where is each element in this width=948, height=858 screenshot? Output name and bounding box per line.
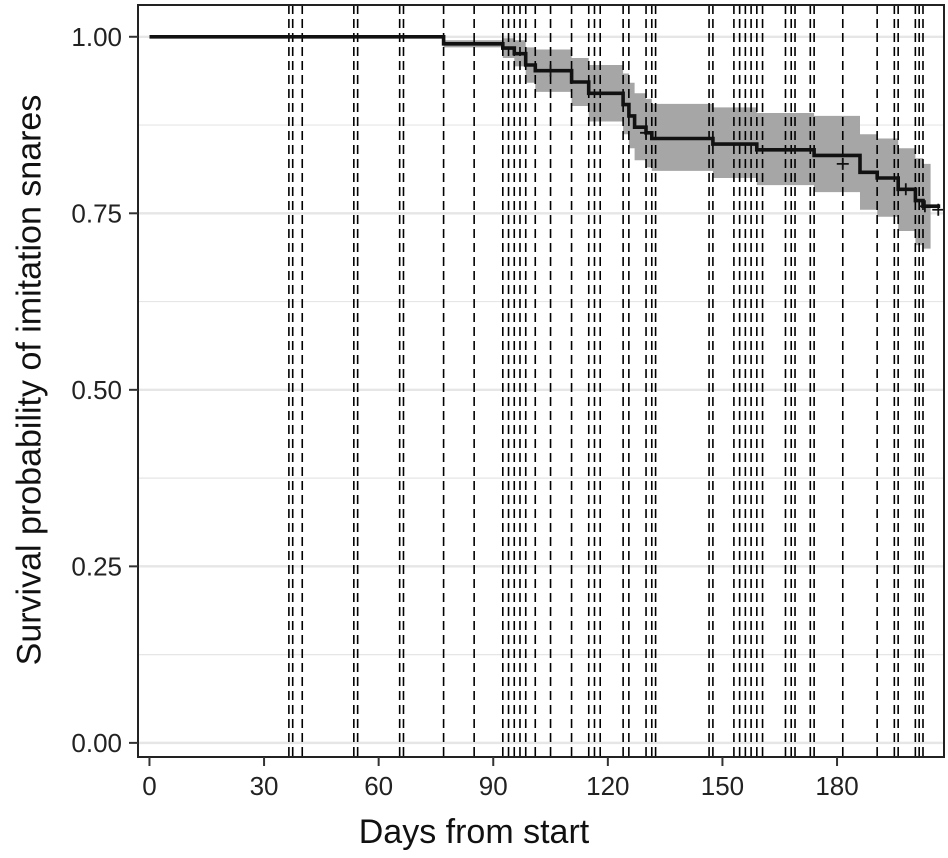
censor-marks <box>544 64 945 216</box>
x-tick-label: 120 <box>586 771 629 801</box>
censor-mark <box>640 126 653 139</box>
x-axis-ticks: 0 30 60 90 120 150 180 <box>142 757 859 801</box>
y-tick-label: 0.25 <box>71 551 122 581</box>
y-tick-label: 1.00 <box>71 22 122 52</box>
x-tick-label: 60 <box>364 771 393 801</box>
y-tick-label: 0.00 <box>71 728 122 758</box>
survival-curve <box>149 35 941 208</box>
y-axis-ticks: 0.00 0.25 0.50 0.75 1.00 <box>71 22 138 758</box>
survival-curve-layer <box>149 35 941 208</box>
censor-mark <box>836 157 849 170</box>
x-tick-label: 30 <box>250 771 279 801</box>
censor-mark <box>544 64 557 77</box>
y-tick-label: 0.75 <box>71 198 122 228</box>
y-tick-label: 0.50 <box>71 375 122 405</box>
x-tick-label: 180 <box>815 771 858 801</box>
confidence-band-layer <box>149 36 931 249</box>
x-axis-title: Days from start <box>358 813 590 851</box>
x-tick-label: 0 <box>142 771 156 801</box>
x-tick-label: 150 <box>701 771 744 801</box>
panel-border <box>137 4 945 758</box>
censor-mark <box>932 203 945 216</box>
confidence-band <box>149 36 931 249</box>
x-tick-label: 90 <box>479 771 508 801</box>
censor-mark <box>918 200 931 213</box>
y-axis-title: Survival probability of imitation snares <box>10 94 49 666</box>
censor-mark <box>899 183 912 196</box>
